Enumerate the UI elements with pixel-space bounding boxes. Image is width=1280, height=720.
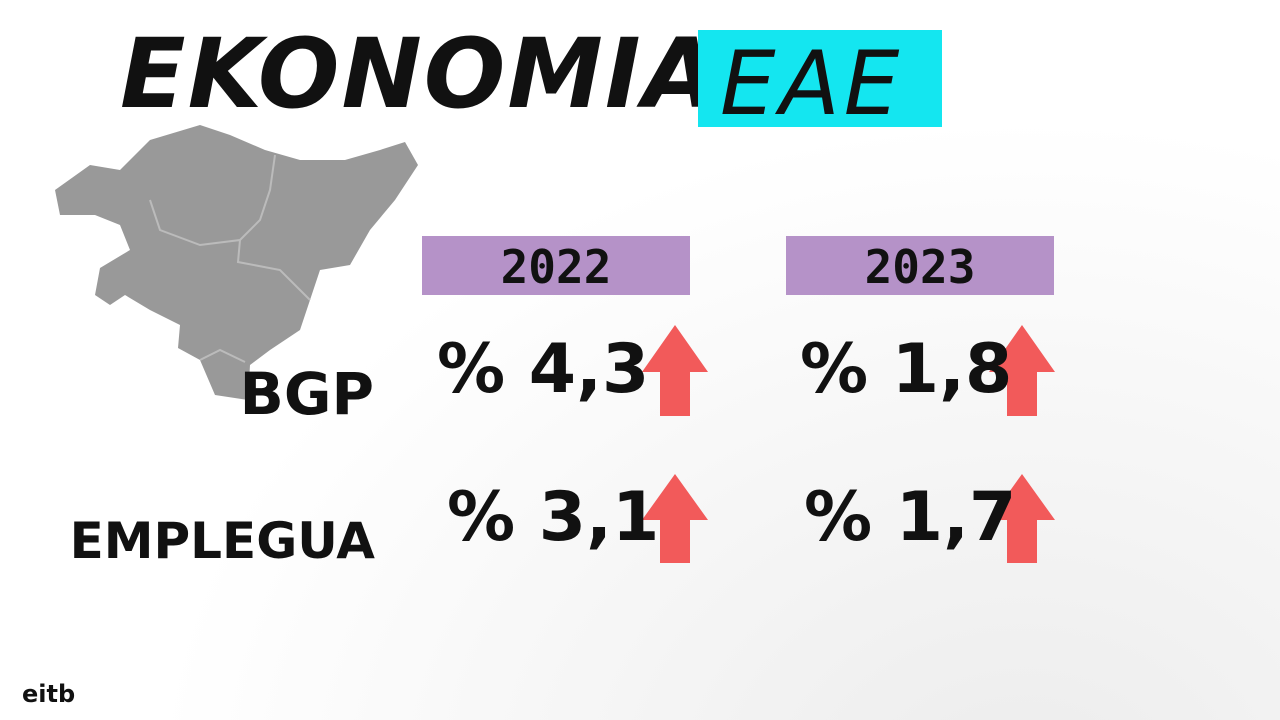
map-borders: [149, 154, 311, 363]
row-label: BGP: [239, 360, 374, 428]
arrows: [642, 325, 1055, 563]
value: % 1,7: [804, 478, 1017, 557]
tag: EAE: [720, 32, 904, 135]
value: % 4,3: [437, 330, 650, 409]
logo: eitb: [22, 680, 76, 708]
value: % 1,8: [800, 330, 1013, 409]
map: [55, 125, 418, 400]
tag-box: EAE: [698, 30, 942, 135]
year-header: 2022: [422, 236, 690, 295]
title: EKONOMIA: [120, 18, 719, 130]
year-header: 2023: [786, 236, 1054, 295]
value: % 3,1: [447, 478, 660, 557]
row-label: EMPLEGUA: [69, 512, 375, 570]
